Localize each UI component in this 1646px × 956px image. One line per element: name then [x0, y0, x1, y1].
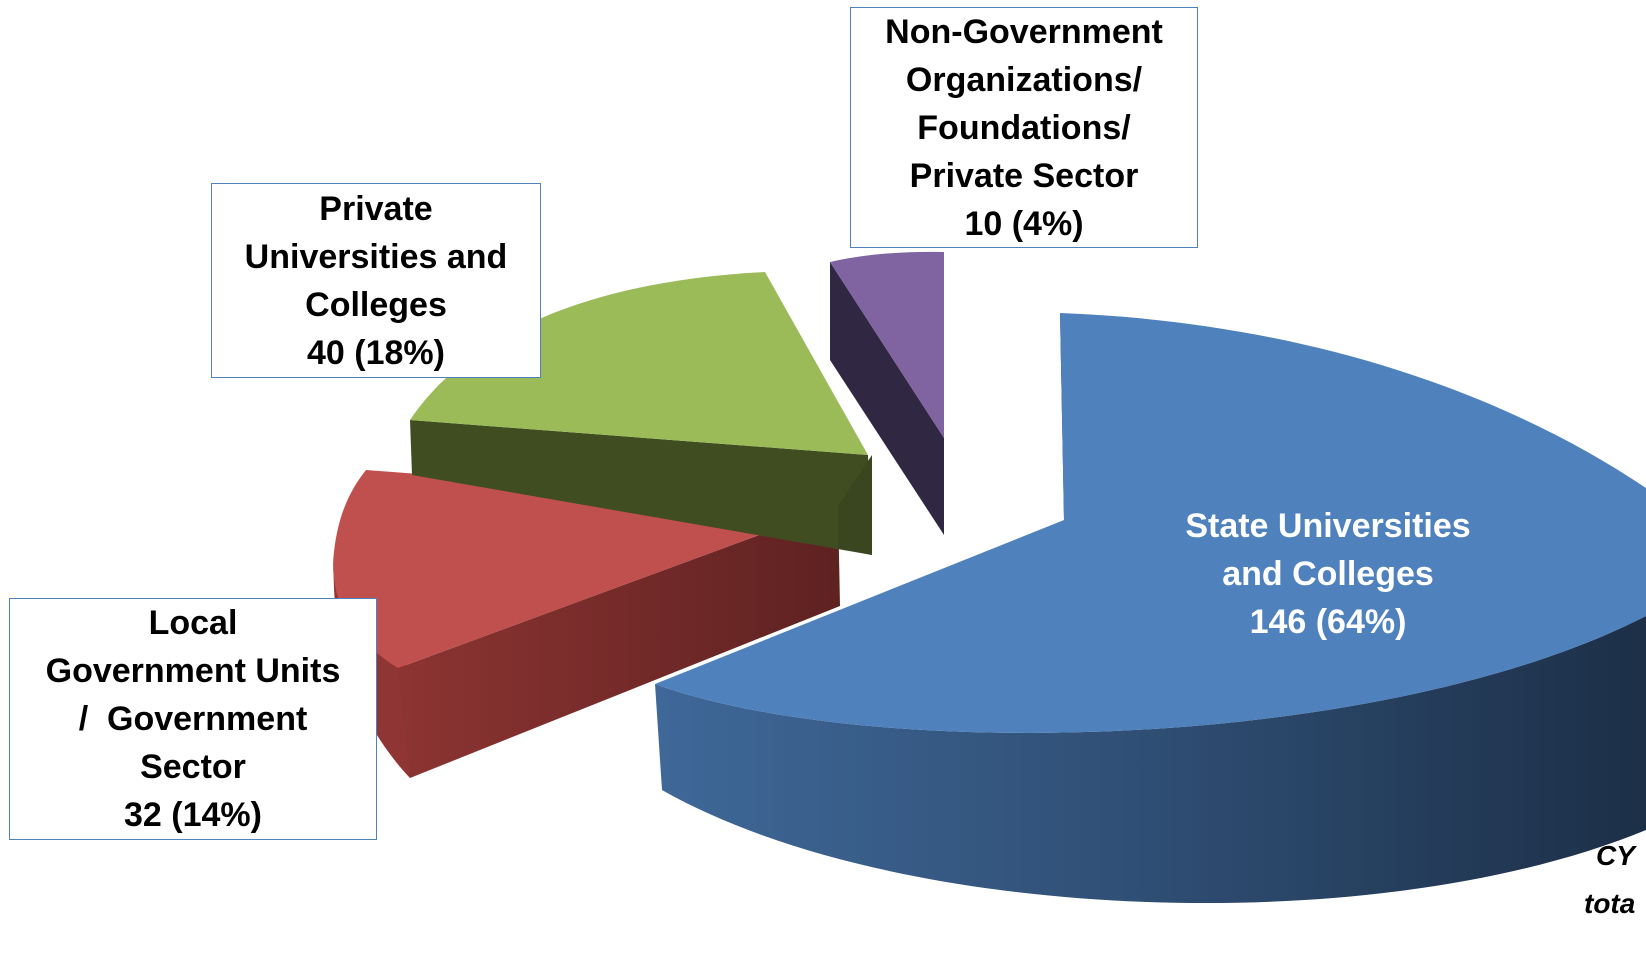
slice-private-universities-top — [410, 272, 868, 455]
slice-private-universities — [410, 272, 872, 555]
label-local-government-line-4: Sector — [140, 748, 246, 786]
label-state-universities: State Universities and Colleges 146 (64%… — [1128, 502, 1528, 646]
label-non-government-line-1: Non-Government — [885, 12, 1163, 51]
label-local-government-line-3: / Government — [78, 700, 308, 738]
label-local-government-line-2: Government Units — [45, 652, 341, 690]
label-private-universities-value: 40 (18%) — [307, 333, 445, 372]
slice-local-government-cut-face — [398, 506, 840, 778]
label-non-government: Non-Government Organizations/ Foundation… — [850, 7, 1198, 248]
slice-state-universities-top — [655, 313, 1646, 733]
slice-non-government-top — [830, 251, 944, 438]
label-private-universities-line-1: Private — [319, 189, 433, 228]
label-private-universities-line-2: Universities and — [244, 237, 508, 276]
label-state-universities-line-1: State Universities — [1185, 507, 1471, 545]
label-private-universities: Private Universities and Colleges 40 (18… — [211, 183, 541, 378]
label-local-government-line-1: Local — [148, 604, 238, 642]
slice-state-universities-outer-side — [655, 616, 1646, 904]
slice-private-universities-cut-face — [410, 420, 872, 555]
label-state-universities-line-2: and Colleges — [1222, 555, 1434, 593]
slice-non-government-side — [830, 262, 944, 535]
slice-state-universities — [655, 313, 1646, 904]
label-local-government-value: 32 (14%) — [124, 796, 262, 834]
label-private-universities-line-3: Colleges — [305, 285, 447, 324]
label-non-government-line-3: Foundations/ — [917, 108, 1131, 147]
slice-private-universities-front-face — [838, 455, 872, 555]
slice-non-government — [830, 251, 944, 535]
label-non-government-line-4: Private Sector — [909, 156, 1139, 195]
label-state-universities-value: 146 (64%) — [1249, 603, 1407, 641]
label-local-government: Local Government Units / Government Sect… — [9, 598, 377, 840]
label-non-government-value: 10 (4%) — [964, 204, 1084, 243]
label-non-government-line-2: Organizations/ — [905, 60, 1143, 99]
note-text-line-2: tota — [1584, 888, 1636, 919]
note-text-line-1: CY — [1596, 840, 1635, 871]
